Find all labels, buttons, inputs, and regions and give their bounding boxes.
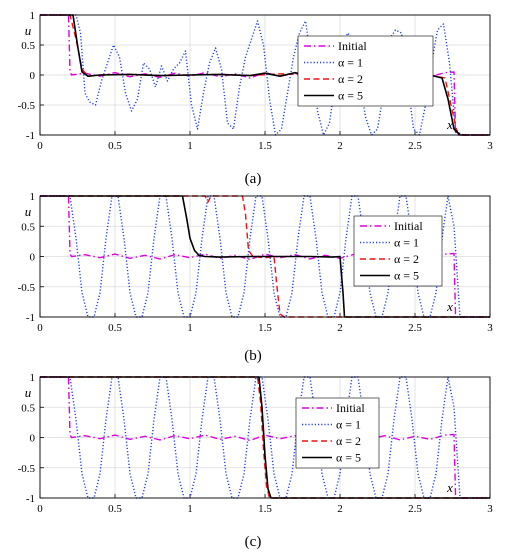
x-tick-label: 1 bbox=[187, 503, 193, 515]
legend-box bbox=[295, 397, 380, 469]
chart-panel-1: 0 0.5 1 1.5 2 2.5 3 1 0.5 0 -0.5 -1 u x Initial α = 1 α … bbox=[18, 10, 494, 187]
x-tick-label: 0 bbox=[37, 322, 43, 334]
x-tick-label: 2.5 bbox=[408, 503, 422, 515]
series-line-2 bbox=[40, 195, 490, 318]
plot-frame bbox=[39, 195, 491, 318]
series-line-3 bbox=[40, 376, 490, 499]
x-tick-label: 0 bbox=[37, 503, 43, 515]
x-tick-label: 0.5 bbox=[108, 322, 122, 334]
series-line-4 bbox=[40, 14, 490, 136]
legend: Initial α = 1 α = 2 α = 5 bbox=[295, 397, 380, 469]
y-axis-label: u bbox=[25, 23, 32, 38]
y-tick-label: 0 bbox=[30, 70, 36, 82]
series-line-1 bbox=[40, 376, 490, 499]
panel-caption: (c) bbox=[245, 534, 262, 550]
plot-frame bbox=[39, 376, 491, 499]
series-line-2 bbox=[40, 14, 490, 136]
x-axis-label: x bbox=[446, 480, 453, 495]
series-line-4 bbox=[40, 195, 490, 318]
y-tick-label: 0 bbox=[30, 252, 36, 264]
y-tick-label: 0 bbox=[30, 433, 36, 445]
y-tick-label: 0.5 bbox=[21, 402, 35, 414]
x-tick-label: 2.5 bbox=[408, 140, 422, 152]
x-tick-label: 0.5 bbox=[108, 140, 122, 152]
x-axis-label: x bbox=[446, 117, 453, 132]
series-line-3 bbox=[40, 14, 490, 136]
x-tick-label: 0.5 bbox=[108, 503, 122, 515]
y-tick-label: 0.5 bbox=[21, 221, 35, 233]
series-line-2 bbox=[40, 376, 490, 499]
legend-entry: α = 1 bbox=[336, 418, 361, 432]
x-axis-label: x bbox=[446, 299, 453, 314]
x-tick-label: 3 bbox=[487, 503, 493, 515]
legend: Initial α = 1 α = 2 α = 5 bbox=[353, 215, 443, 287]
y-tick-label: 1 bbox=[30, 191, 36, 203]
y-tick-label: -1 bbox=[26, 130, 35, 142]
x-tick-label: 1 bbox=[187, 140, 193, 152]
x-tick-label: 2 bbox=[337, 503, 343, 515]
panel-caption: (a) bbox=[245, 171, 262, 187]
legend: Initial α = 1 α = 2 α = 5 bbox=[297, 35, 434, 107]
legend-entry: α = 2 bbox=[338, 72, 363, 86]
x-tick-label: 3 bbox=[487, 140, 493, 152]
x-tick-label: 1.5 bbox=[258, 503, 272, 515]
legend-entry: α = 2 bbox=[394, 252, 419, 266]
y-tick-label: -0.5 bbox=[18, 282, 36, 294]
y-tick-label: -0.5 bbox=[18, 463, 36, 475]
series-line-3 bbox=[40, 195, 490, 318]
legend-entry: Initial bbox=[336, 401, 365, 415]
y-axis-label: u bbox=[25, 204, 32, 219]
legend-entry: Initial bbox=[338, 39, 367, 53]
x-tick-label: 3 bbox=[487, 322, 493, 334]
y-tick-label: -0.5 bbox=[18, 100, 36, 112]
y-tick-label: 1 bbox=[30, 372, 36, 384]
x-tick-label: 1 bbox=[187, 322, 193, 334]
x-tick-label: 2 bbox=[337, 140, 343, 152]
x-tick-label: 0 bbox=[37, 140, 43, 152]
legend-entry: α = 5 bbox=[336, 451, 361, 465]
panel-caption: (b) bbox=[244, 348, 262, 364]
y-tick-label: 0.5 bbox=[21, 40, 35, 52]
legend-entry: Initial bbox=[394, 219, 423, 233]
plot-frame bbox=[39, 14, 491, 136]
x-tick-label: 1.5 bbox=[258, 322, 272, 334]
y-axis-label: u bbox=[25, 385, 32, 400]
legend-entry: α = 5 bbox=[394, 269, 419, 283]
legend-box bbox=[353, 215, 443, 287]
y-tick-label: 1 bbox=[30, 10, 36, 22]
chart-panel-3: 0 0.5 1 1.5 2 2.5 3 1 0.5 0 -0.5 -1 u x Initial α = 1 α … bbox=[18, 372, 494, 550]
x-tick-label: 1.5 bbox=[258, 140, 272, 152]
legend-entry: α = 1 bbox=[338, 56, 363, 70]
legend-box bbox=[297, 35, 434, 107]
legend-entry: α = 1 bbox=[394, 236, 419, 250]
y-tick-label: -1 bbox=[26, 493, 35, 505]
y-tick-label: -1 bbox=[26, 312, 35, 324]
chart-panel-2: 0 0.5 1 1.5 2 2.5 3 1 0.5 0 -0.5 -1 u x Initial α = 1 α … bbox=[18, 191, 494, 364]
legend-entry: α = 2 bbox=[336, 434, 361, 448]
legend-entry: α = 5 bbox=[338, 89, 363, 103]
x-tick-label: 2.5 bbox=[408, 322, 422, 334]
x-tick-label: 2 bbox=[337, 322, 343, 334]
